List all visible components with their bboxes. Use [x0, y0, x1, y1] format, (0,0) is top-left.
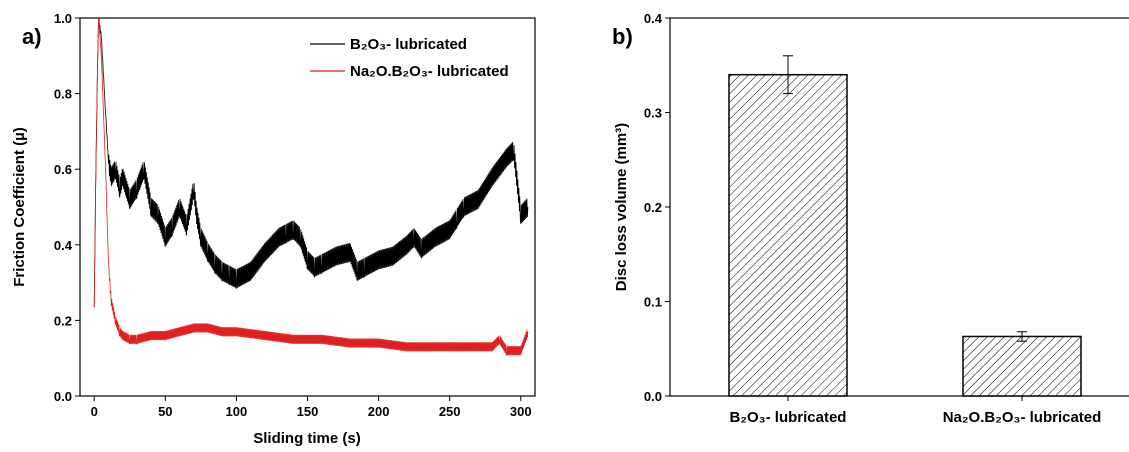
legend-label-na2o-b2o3: Na₂O.B₂O₃- lubricated [350, 63, 509, 80]
bar [962, 335, 1082, 397]
category-label: B₂O₃- lubricated [730, 409, 847, 426]
panel-a-series [93, 18, 529, 357]
panel-b-y-axis-title: Disc loss volume (mm³) [613, 123, 630, 291]
b-y-tick-label: 0.3 [644, 106, 662, 121]
a-y-tick-label: 0.2 [54, 313, 72, 328]
panel-a-legend: B₂O₃- lubricated Na₂O.B₂O₃- lubricated [310, 36, 509, 80]
a-y-tick-label: 1.0 [54, 11, 72, 26]
b-y-tick-label: 0.1 [644, 295, 662, 310]
b-y-tick-label: 0.0 [644, 389, 662, 404]
a-x-tick-label: 200 [368, 404, 390, 419]
category-label: Na₂O.B₂O₃- lubricated [943, 409, 1102, 426]
a-y-tick-label: 0.0 [54, 389, 72, 404]
b-y-tick-label: 0.4 [644, 11, 663, 26]
panel-a-x-axis-title: Sliding time (s) [253, 430, 361, 447]
a-x-tick-label: 300 [510, 404, 532, 419]
panel-b-bar-chart: b) 0.0 0.1 0.2 0.3 0.4 B₂O₃- lubricated Na₂O.… [612, 11, 1129, 426]
panel-a-ticks: 0 50 100 150 200 250 300 0.0 0.2 0.4 0.6 0.8 1.0 [54, 11, 532, 419]
series-line-0 [93, 18, 529, 308]
b-y-tick-label: 0.2 [644, 200, 662, 215]
series-line-1 [93, 18, 529, 357]
a-x-tick-label: 0 [91, 404, 98, 419]
bar [728, 73, 848, 397]
a-y-tick-label: 0.4 [54, 238, 73, 253]
a-y-tick-label: 0.6 [54, 162, 72, 177]
panel-a-line-chart: a) 0 50 100 150 200 250 3000.00.20.40.60.81.0 … [11, 11, 536, 447]
a-x-tick-label: 150 [297, 404, 319, 419]
a-x-tick-label: 250 [439, 404, 461, 419]
a-x-tick-label: 50 [158, 404, 172, 419]
panel-b-label: b) [612, 24, 633, 49]
panel-a-label: a) [22, 24, 42, 49]
legend-label-b2o3: B₂O₃- lubricated [350, 36, 467, 53]
a-x-tick-label: 100 [226, 404, 248, 419]
panel-a-y-axis-title: Friction Coefficient (µ) [11, 127, 28, 286]
panel-b-ticks: 0.0 0.1 0.2 0.3 0.4 [644, 11, 670, 404]
a-y-tick-label: 0.8 [54, 87, 72, 102]
panel-b-bars: B₂O₃- lubricated Na₂O.B₂O₃- lubricated [728, 55, 1102, 426]
